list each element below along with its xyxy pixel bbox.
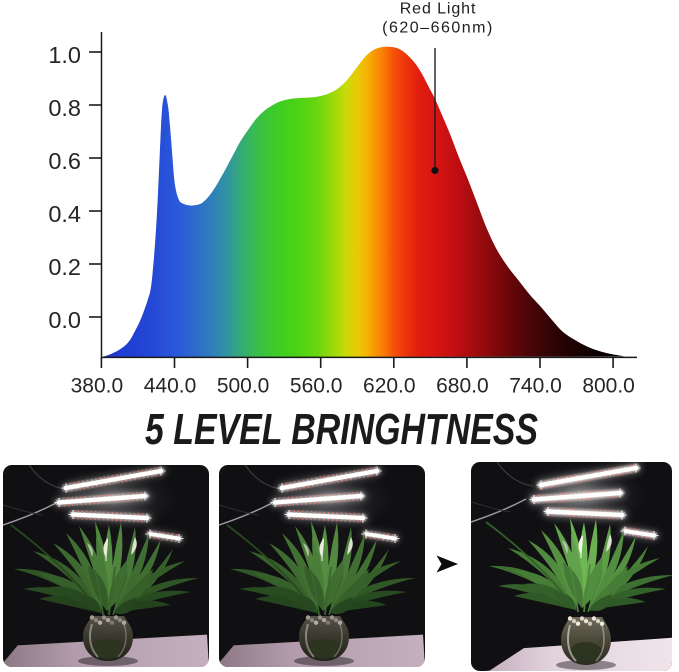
svg-text:0.8: 0.8 <box>48 95 81 121</box>
svg-text:620.0: 620.0 <box>363 375 416 398</box>
svg-text:0.4: 0.4 <box>48 201 81 227</box>
svg-text:500.0: 500.0 <box>217 375 270 398</box>
svg-text:(620–660nm): (620–660nm) <box>382 20 494 37</box>
svg-text:0.2: 0.2 <box>48 254 81 280</box>
svg-text:0.0: 0.0 <box>48 307 81 333</box>
svg-text:560.0: 560.0 <box>290 375 343 398</box>
svg-text:800.0: 800.0 <box>582 375 635 398</box>
svg-text:740.0: 740.0 <box>509 375 562 398</box>
svg-text:680.0: 680.0 <box>436 375 489 398</box>
svg-text:0.6: 0.6 <box>48 148 81 174</box>
svg-text:Red Light: Red Light <box>400 1 477 18</box>
svg-text:5 LEVEL BRINGHTNESS: 5 LEVEL BRINGHTNESS <box>145 406 538 454</box>
svg-text:440.0: 440.0 <box>144 375 197 398</box>
svg-text:380.0: 380.0 <box>71 375 124 398</box>
svg-text:1.0: 1.0 <box>48 42 81 68</box>
